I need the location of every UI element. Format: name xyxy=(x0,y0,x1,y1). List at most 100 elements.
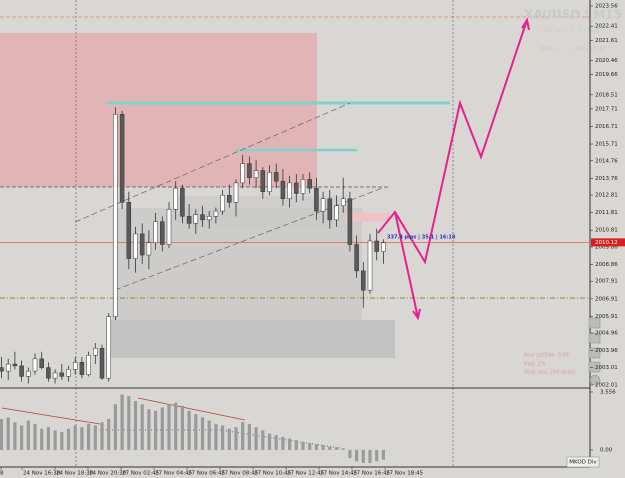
candle-body xyxy=(227,194,232,203)
histogram-bar xyxy=(267,433,272,450)
arrow-head xyxy=(412,308,421,321)
histogram-bar xyxy=(207,420,211,450)
candle-body xyxy=(340,198,346,207)
annotation: Risk: 2% xyxy=(524,362,546,368)
candle-body xyxy=(126,202,132,259)
histogram-bar xyxy=(241,422,245,450)
histogram-bar xyxy=(214,423,218,450)
toolbar-button[interactable] xyxy=(588,361,601,373)
candle-body xyxy=(354,244,359,272)
histogram-bar xyxy=(133,401,138,450)
histogram-bar xyxy=(147,409,151,450)
current-price-box xyxy=(591,238,625,247)
y-tick-label: 2003.01 xyxy=(595,365,618,371)
candle-body xyxy=(79,362,85,375)
candle-body xyxy=(327,198,333,221)
y-tick-label: 2023.56 xyxy=(595,3,618,9)
histogram-bar xyxy=(160,407,164,450)
divergence-line xyxy=(100,429,341,449)
histogram-bar xyxy=(187,410,191,450)
toolbar-button[interactable] xyxy=(589,374,601,386)
histogram-bar xyxy=(33,423,37,450)
candle-body xyxy=(213,210,219,217)
candle-body xyxy=(146,242,152,256)
x-tick-label: 27 Nov 14:45 xyxy=(320,471,358,477)
candle-body xyxy=(166,209,172,245)
candle-body xyxy=(273,172,279,182)
histogram-bar xyxy=(281,436,285,450)
histogram-bar xyxy=(341,448,345,450)
candle-body xyxy=(59,372,65,377)
x-tick-label: 27 Nov 16:45 xyxy=(353,471,391,477)
histogram-bar xyxy=(301,441,305,450)
histogram-bar xyxy=(247,423,251,450)
histogram-bar xyxy=(26,420,30,450)
y-tick-label: 2011.81 xyxy=(595,210,618,216)
candle-body xyxy=(361,270,366,291)
histogram-bar xyxy=(381,449,385,460)
y-tick-label: 3.556 xyxy=(600,389,616,395)
histogram-bar xyxy=(174,402,178,450)
toolbar-button[interactable] xyxy=(588,332,601,344)
supply-zone xyxy=(0,33,317,187)
candle-body xyxy=(66,369,71,377)
histogram-bar xyxy=(194,414,198,450)
chart-title: XAUUSD : M15 xyxy=(524,8,622,22)
y-tick-label: 0.00 xyxy=(600,447,613,453)
histogram-bar xyxy=(308,443,312,450)
histogram-bar xyxy=(13,422,17,450)
histogram-bar xyxy=(66,428,71,450)
annotation: Real LotSize: 0.00 xyxy=(524,353,569,359)
channel-line xyxy=(114,186,386,291)
candle-body xyxy=(267,172,272,192)
candle-body xyxy=(334,205,339,221)
y-tick-label: 2004.96 xyxy=(595,331,618,337)
y-tick-label: 2019.66 xyxy=(595,72,618,78)
candle-body xyxy=(160,221,165,245)
x-tick-label: 24 Nov 20:30 xyxy=(89,471,127,477)
histogram-bar xyxy=(200,417,205,450)
histogram-bar xyxy=(167,404,171,450)
y-tick-label: 2002.01 xyxy=(595,383,618,389)
histogram-bar xyxy=(127,396,131,450)
y-tick-label: 2013.76 xyxy=(595,176,618,182)
y-tick-label: 2008.86 xyxy=(595,262,618,268)
histogram-bar xyxy=(328,446,332,450)
y-tick-label: 2018.51 xyxy=(595,92,618,98)
histogram-bar xyxy=(234,427,238,450)
candle-body xyxy=(186,216,192,224)
histogram-bar xyxy=(46,427,50,450)
histogram-bar xyxy=(107,418,111,450)
x-tick-label: 27 Nov 02:45 xyxy=(122,471,160,477)
x-tick-label: 27 Nov 12:45 xyxy=(287,471,325,477)
histogram-bar xyxy=(154,410,158,450)
histogram-bar xyxy=(274,435,278,450)
toolbar-button[interactable] xyxy=(588,317,601,329)
indicator-name[interactable]: MKOD Div xyxy=(569,460,597,466)
indicator-button[interactable] xyxy=(566,456,600,468)
histogram-bar xyxy=(40,428,44,450)
candle-body xyxy=(106,316,111,379)
y-tick-label: 2016.71 xyxy=(595,124,618,130)
histogram-bar xyxy=(120,394,124,450)
candle-body xyxy=(193,214,199,224)
y-tick-label: 2020.46 xyxy=(595,58,618,64)
candle-body xyxy=(46,367,51,379)
candle-body xyxy=(287,182,292,199)
x-tick-label: 27 Nov 08:45 xyxy=(221,471,259,477)
histogram-bar xyxy=(87,423,91,450)
candle-body xyxy=(12,363,18,367)
candle-body xyxy=(93,348,98,356)
x-tick-label: 24 Nov 18:30 xyxy=(56,471,94,477)
drawings xyxy=(0,0,601,468)
candle-body xyxy=(206,216,212,221)
candle-body xyxy=(26,370,31,377)
toolbar-button[interactable] xyxy=(588,347,601,359)
histogram-bar xyxy=(361,449,365,463)
histogram-bar xyxy=(355,449,359,462)
candle-body xyxy=(86,355,91,375)
candle-body xyxy=(307,179,312,189)
candle-body xyxy=(367,240,373,291)
y-tick-label: 2010.81 xyxy=(595,228,618,234)
histogram-bar xyxy=(294,440,298,450)
